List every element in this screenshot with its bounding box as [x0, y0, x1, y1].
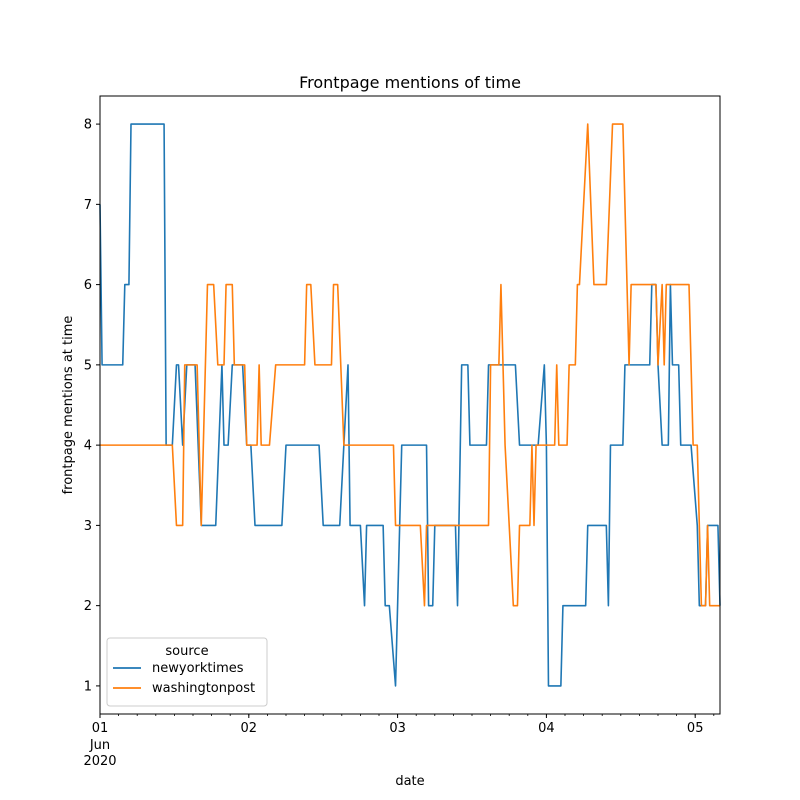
plot-frame — [99, 95, 721, 715]
legend-box — [106, 637, 268, 707]
plot-background — [100, 96, 720, 714]
legend-entry-washingtonpost: washingtonpost — [152, 681, 255, 696]
x-axis-label: date — [395, 774, 424, 789]
y-tick-label: 3 — [84, 519, 92, 534]
y-tick-label: 2 — [84, 599, 92, 614]
y-tick-label: 1 — [84, 679, 92, 694]
y-tick-label: 8 — [84, 118, 92, 133]
plot-area — [99, 95, 721, 715]
x-tick-sublabel: Jun — [89, 738, 110, 753]
y-tick-label: 6 — [84, 278, 92, 293]
y-tick-label: 7 — [84, 198, 92, 213]
legend-entry-newyorktimes: newyorktimes — [152, 661, 244, 676]
x-tick-label: 05 — [687, 721, 704, 736]
y-axis-label: frontpage mentions at time — [61, 316, 76, 495]
y-axis: 1 2 3 4 5 6 7 8 — [84, 118, 100, 694]
legend-title: source — [165, 644, 208, 659]
chart-title: Frontpage mentions of time — [299, 73, 521, 92]
y-tick-label: 4 — [84, 439, 92, 454]
x-tick-label: 02 — [241, 721, 258, 736]
x-tick-label: 03 — [389, 721, 406, 736]
x-tick-label: 04 — [538, 721, 555, 736]
x-tick-sublabel: 2020 — [83, 754, 116, 769]
series-line-washingtonpost — [100, 123, 720, 607]
x-tick-label: 01 — [92, 721, 109, 736]
y-tick-label: 5 — [84, 358, 92, 373]
legend: source newyorktimes washingtonpost — [106, 637, 268, 707]
